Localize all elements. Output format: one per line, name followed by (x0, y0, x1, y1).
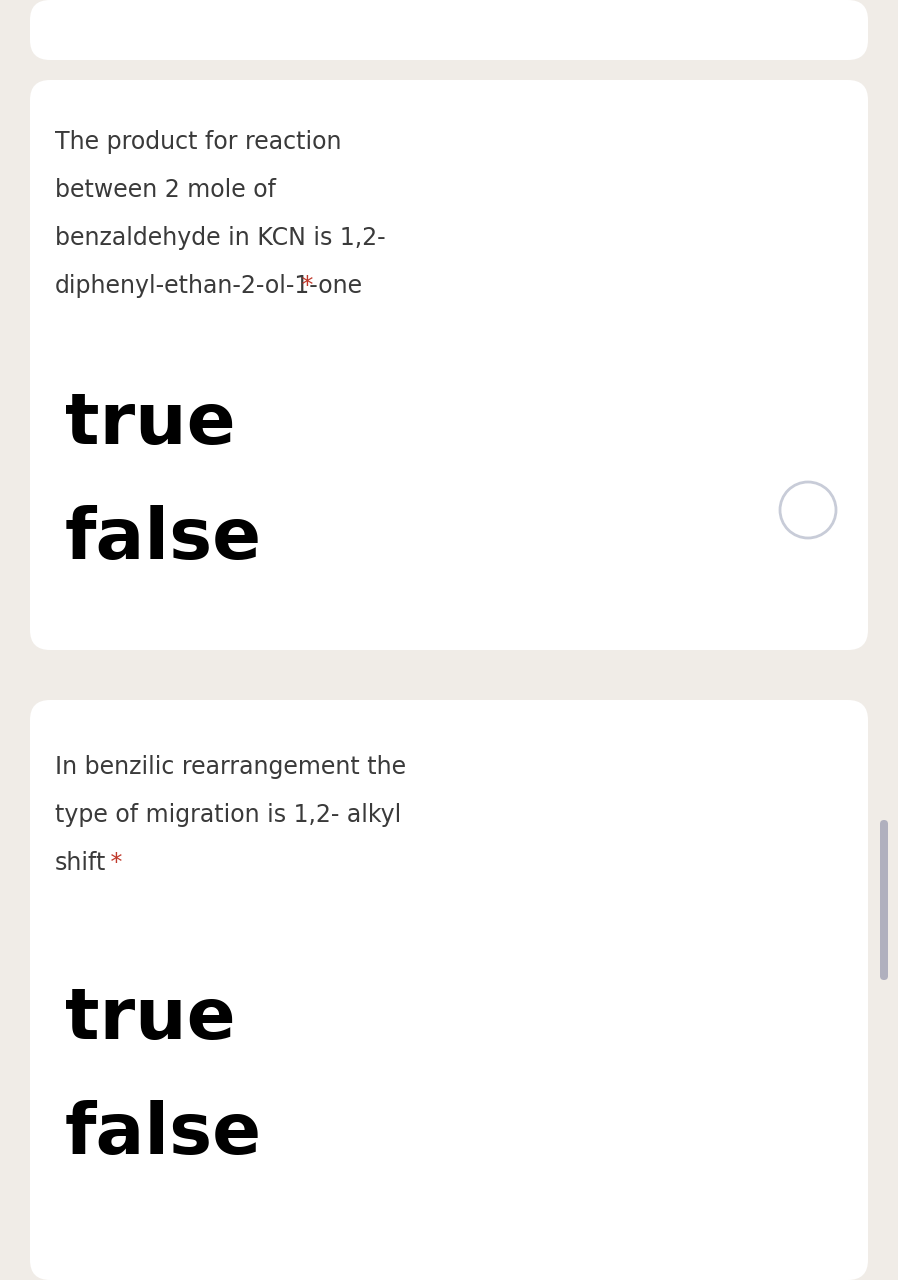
Text: shift: shift (55, 851, 106, 876)
FancyBboxPatch shape (30, 79, 868, 650)
Text: diphenyl-ethan-2-ol-1-one: diphenyl-ethan-2-ol-1-one (55, 274, 363, 298)
Text: true: true (65, 390, 235, 460)
Text: *: * (294, 274, 313, 298)
Text: type of migration is 1,2- alkyl: type of migration is 1,2- alkyl (55, 803, 401, 827)
Text: false: false (65, 1100, 262, 1169)
Text: true: true (65, 986, 235, 1053)
Text: In benzilic rearrangement the: In benzilic rearrangement the (55, 755, 406, 780)
FancyBboxPatch shape (880, 820, 888, 980)
Text: between 2 mole of: between 2 mole of (55, 178, 276, 202)
Text: false: false (65, 506, 262, 573)
Text: benzaldehyde in KCN is 1,2-: benzaldehyde in KCN is 1,2- (55, 227, 385, 250)
Text: *: * (102, 851, 122, 876)
FancyBboxPatch shape (30, 700, 868, 1280)
FancyBboxPatch shape (30, 0, 868, 60)
Text: The product for reaction: The product for reaction (55, 131, 341, 154)
